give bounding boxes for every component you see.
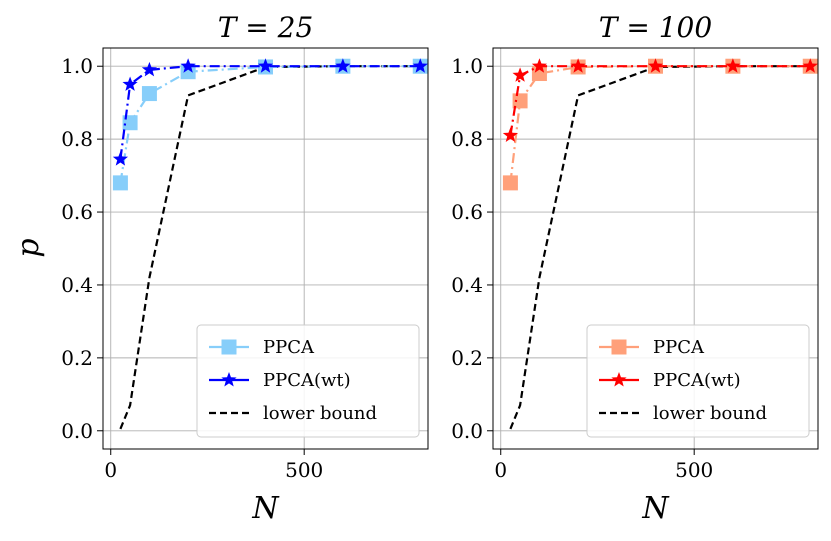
x-axis-label: N (641, 491, 670, 526)
y-tick-label: 0.8 (451, 127, 483, 151)
legend-label: lower bound (653, 403, 767, 424)
legend-marker-star (611, 372, 627, 387)
data-point-star (412, 58, 428, 73)
data-point-star (112, 151, 129, 166)
legend: PPCA PPCA(wt) lower bound (196, 324, 420, 438)
data-point-star (122, 76, 138, 91)
y-tick-label: 0.4 (61, 273, 93, 297)
data-point-square (180, 64, 196, 80)
axes-frame (102, 47, 429, 450)
chart-panel-2: 0.0 0.2 0.4 0.6 0.8 1.0 0 500 T = 100 N PPCA PPCA(w… (451, 11, 819, 526)
legend: PPCA PPCA(wt) lower bound (586, 324, 810, 438)
data-point-star (141, 61, 158, 77)
data-point-star (647, 58, 664, 73)
legend-marker-star (221, 372, 237, 387)
axes-frame (492, 47, 819, 450)
series-line-ppcawt (119, 65, 421, 160)
x-tick-label: 0 (494, 458, 507, 482)
y-tick-label: 0.6 (61, 200, 93, 224)
legend-marker-square (221, 339, 237, 355)
chart-panel-1: 0.0 0.2 0.4 0.6 0.8 1.0 0 500 T = 25 N PPCA PPCA(wt… (61, 11, 429, 526)
data-point-star (802, 58, 818, 73)
x-axis-label: N (251, 491, 280, 526)
y-tick-label: 0.2 (451, 346, 483, 370)
y-tick-label: 0.2 (61, 346, 93, 370)
series-line-ppca (119, 65, 421, 184)
legend-label: PPCA(wt) (653, 370, 741, 391)
data-point-star (502, 127, 519, 142)
series-line-ppcawt (509, 65, 811, 136)
data-point-star (570, 58, 586, 73)
data-point-star (725, 58, 741, 73)
legend-box (586, 324, 810, 438)
data-point-star (335, 58, 351, 73)
y-tick-label: 1.0 (451, 54, 483, 78)
data-point-square (512, 93, 528, 109)
data-point-star (180, 58, 196, 73)
y-tick-label: 0.4 (451, 273, 483, 297)
legend-label: PPCA(wt) (263, 370, 351, 391)
legend-marker-square (611, 339, 627, 355)
series-line-ppca (509, 65, 811, 184)
data-point-square (141, 86, 157, 102)
data-point-star (512, 67, 528, 82)
legend-label: PPCA (263, 337, 315, 358)
y-tick-label: 0.0 (451, 419, 483, 443)
data-point-square (112, 175, 128, 191)
legend-label: PPCA (653, 337, 705, 358)
data-point-star (531, 58, 548, 73)
data-point-star (257, 58, 274, 73)
y-tick-label: 0.6 (451, 200, 483, 224)
y-tick-label: 0.8 (61, 127, 93, 151)
data-point-square (502, 175, 518, 191)
y-tick-label: 0.0 (61, 419, 93, 443)
chart-title: T = 100 (599, 11, 712, 44)
x-tick-label: 0 (104, 458, 117, 482)
legend-box (196, 324, 420, 438)
legend-label: lower bound (263, 403, 377, 424)
y-axis-label: p (11, 238, 46, 257)
x-tick-label: 500 (675, 458, 713, 482)
chart-title: T = 25 (218, 11, 314, 44)
x-tick-label: 500 (285, 458, 323, 482)
y-tick-label: 1.0 (61, 54, 93, 78)
